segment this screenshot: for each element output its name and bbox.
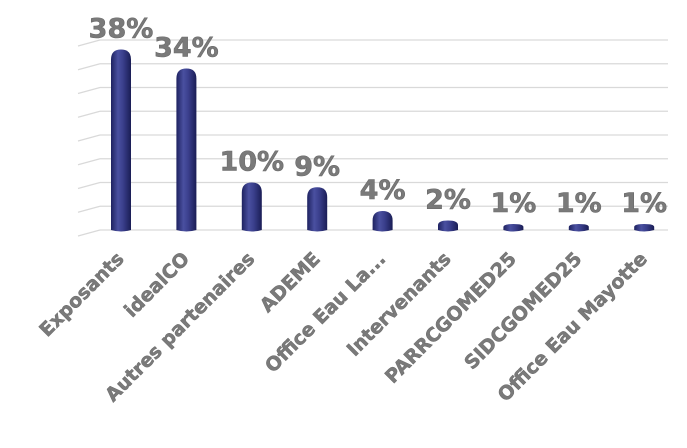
gridline <box>77 86 101 95</box>
bar <box>438 220 458 232</box>
gridline <box>77 205 101 213</box>
data-labels: 38%34% 10% 9% 4% 2% 1% 1% 1% <box>88 13 667 219</box>
gridline <box>77 110 101 118</box>
data-label: 2% <box>425 185 471 216</box>
data-label: 10% <box>219 147 284 178</box>
data-label: 9% <box>294 151 340 182</box>
gridline <box>77 134 101 142</box>
bar <box>568 224 589 232</box>
bar <box>176 68 197 232</box>
data-label: 38% <box>89 14 154 45</box>
category-label: Exposants <box>35 248 128 341</box>
data-label: 4% <box>360 175 406 206</box>
data-label: 1% <box>556 188 602 219</box>
bars <box>111 49 655 232</box>
bar <box>634 224 655 232</box>
bar <box>307 187 328 232</box>
bar <box>241 182 262 232</box>
gridline <box>77 63 101 71</box>
category-label: SIDCGOMED25 <box>460 248 586 374</box>
category-label: ADEME <box>256 248 325 317</box>
gridline <box>77 39 101 47</box>
bar <box>372 211 393 232</box>
category-label: Office Eau La... <box>261 248 390 377</box>
gridline <box>77 229 101 237</box>
bar <box>503 224 524 232</box>
data-label: 1% <box>621 188 667 219</box>
bar <box>111 49 131 232</box>
gridline <box>77 181 101 190</box>
gridline <box>77 158 101 166</box>
data-label: 1% <box>490 188 536 219</box>
data-label: 34% <box>154 33 219 64</box>
